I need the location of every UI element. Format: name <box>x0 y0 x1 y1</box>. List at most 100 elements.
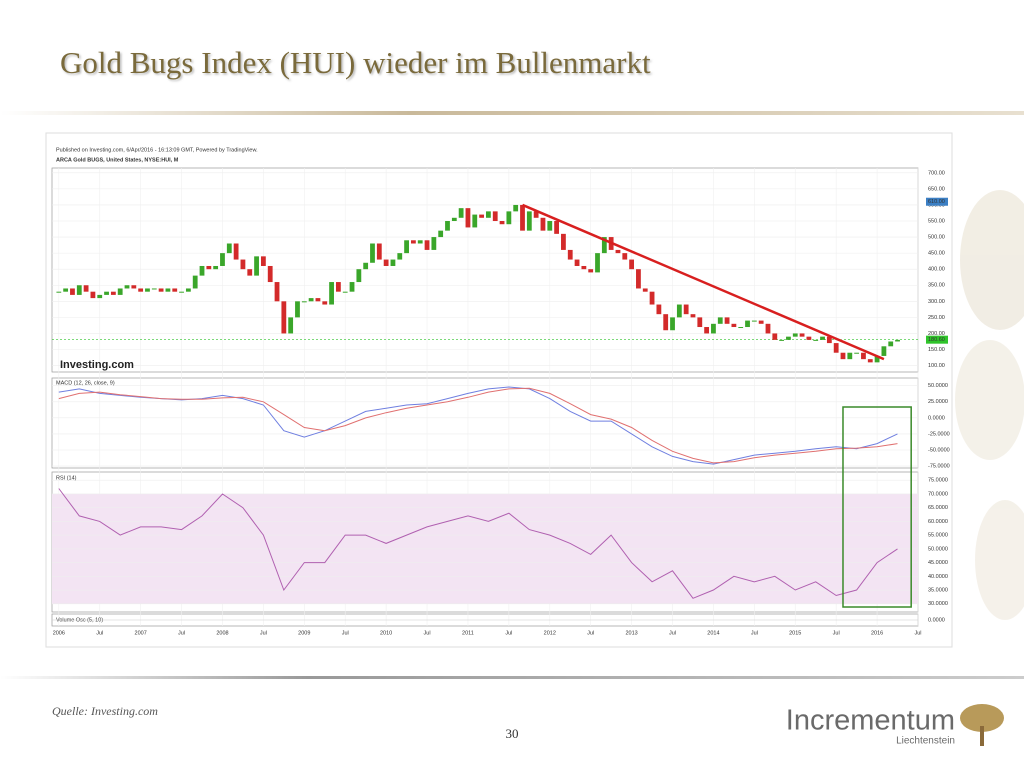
x-tick-label: Jul <box>833 630 840 636</box>
candle <box>731 323 737 328</box>
y-tick-label: 450.00 <box>928 251 945 257</box>
candle <box>547 221 553 231</box>
candle <box>561 233 566 250</box>
candle <box>411 240 416 244</box>
y-tick-label: 0.0000 <box>928 617 945 623</box>
candle <box>711 323 716 334</box>
tree-decoration <box>955 190 1024 620</box>
candle <box>697 317 703 328</box>
logo-tree <box>960 704 1004 746</box>
x-tick-label: 2009 <box>298 630 310 636</box>
candle <box>779 339 785 341</box>
candle <box>370 243 375 263</box>
y-tick-label: 75.0000 <box>928 478 948 484</box>
candle <box>274 282 280 302</box>
candle <box>649 291 655 305</box>
x-tick-label: 2006 <box>53 630 65 636</box>
candle <box>83 285 89 292</box>
x-tick-label: 2013 <box>625 630 637 636</box>
candle <box>315 298 321 302</box>
x-tick-label: 2012 <box>544 630 556 636</box>
candle <box>308 298 314 302</box>
candle <box>676 304 682 318</box>
y-tick-label: 100.00 <box>928 363 945 369</box>
y-tick-label: 35.0000 <box>928 587 948 593</box>
candle <box>383 259 389 266</box>
x-tick-label: Jul <box>914 630 921 636</box>
x-tick-label: 2008 <box>216 630 228 636</box>
candle <box>499 221 505 225</box>
candle <box>397 253 403 260</box>
candle <box>554 221 559 234</box>
candle <box>751 320 757 322</box>
logo-sub: Liechtenstein <box>896 736 955 747</box>
candle <box>492 211 498 222</box>
y-tick-label: 250.00 <box>928 315 945 321</box>
candle <box>642 288 648 292</box>
candle <box>765 323 771 334</box>
candle <box>574 259 580 266</box>
candle <box>165 288 171 292</box>
x-tick-label: Jul <box>424 630 431 636</box>
candle <box>288 317 294 334</box>
candle <box>458 208 464 218</box>
y-tick-label: 150.00 <box>928 347 945 353</box>
x-tick-label: 2014 <box>707 630 719 636</box>
y-tick-label: 70.0000 <box>928 491 948 497</box>
candle <box>833 343 839 353</box>
candle <box>629 259 635 270</box>
candle <box>145 288 150 292</box>
candle <box>840 352 846 360</box>
candle <box>581 265 587 270</box>
y-tick-label: 500.00 <box>928 235 945 241</box>
candle <box>226 243 232 254</box>
candle <box>724 317 730 324</box>
candle <box>185 288 191 292</box>
candle <box>97 294 103 299</box>
x-tick-label: Jul <box>587 630 594 636</box>
x-tick-label: Jul <box>751 630 758 636</box>
candle <box>335 282 341 292</box>
x-tick-label: 2016 <box>871 630 883 636</box>
candle <box>758 320 764 324</box>
candle <box>376 243 382 260</box>
y-tick-label: 45.0000 <box>928 560 948 566</box>
candle <box>745 320 750 328</box>
candle <box>158 288 164 292</box>
candle <box>806 336 812 340</box>
candle <box>179 291 184 293</box>
x-tick-label: Jul <box>342 630 349 636</box>
candle <box>363 262 369 270</box>
candle <box>301 301 307 303</box>
candle <box>63 288 69 292</box>
candle <box>349 282 355 292</box>
candle <box>826 336 832 344</box>
candle <box>233 243 239 260</box>
candle <box>526 211 532 231</box>
candle <box>881 346 887 356</box>
candle <box>636 269 641 289</box>
candle <box>131 285 137 289</box>
candle <box>683 304 689 315</box>
candle <box>220 253 225 266</box>
candle <box>329 282 334 305</box>
candle <box>567 249 573 260</box>
y-tick-label: -75.0000 <box>928 464 950 470</box>
candle <box>56 291 62 293</box>
x-tick-label: 2010 <box>380 630 392 636</box>
y-tick-label: 400.00 <box>928 267 945 273</box>
candle <box>799 333 805 337</box>
candle <box>622 253 628 260</box>
candle <box>281 301 287 334</box>
candle <box>867 359 873 363</box>
x-tick-label: Jul <box>96 630 103 636</box>
candle <box>670 317 675 331</box>
x-tick-label: Jul <box>669 630 676 636</box>
candle <box>70 288 75 295</box>
slide-title: Gold Bugs Index (HUI) wieder im Bullenma… <box>60 45 651 80</box>
candle <box>110 291 116 295</box>
candle <box>738 327 744 329</box>
candle <box>254 256 259 276</box>
y-tick-label: 65.0000 <box>928 505 948 511</box>
candle <box>260 256 266 266</box>
